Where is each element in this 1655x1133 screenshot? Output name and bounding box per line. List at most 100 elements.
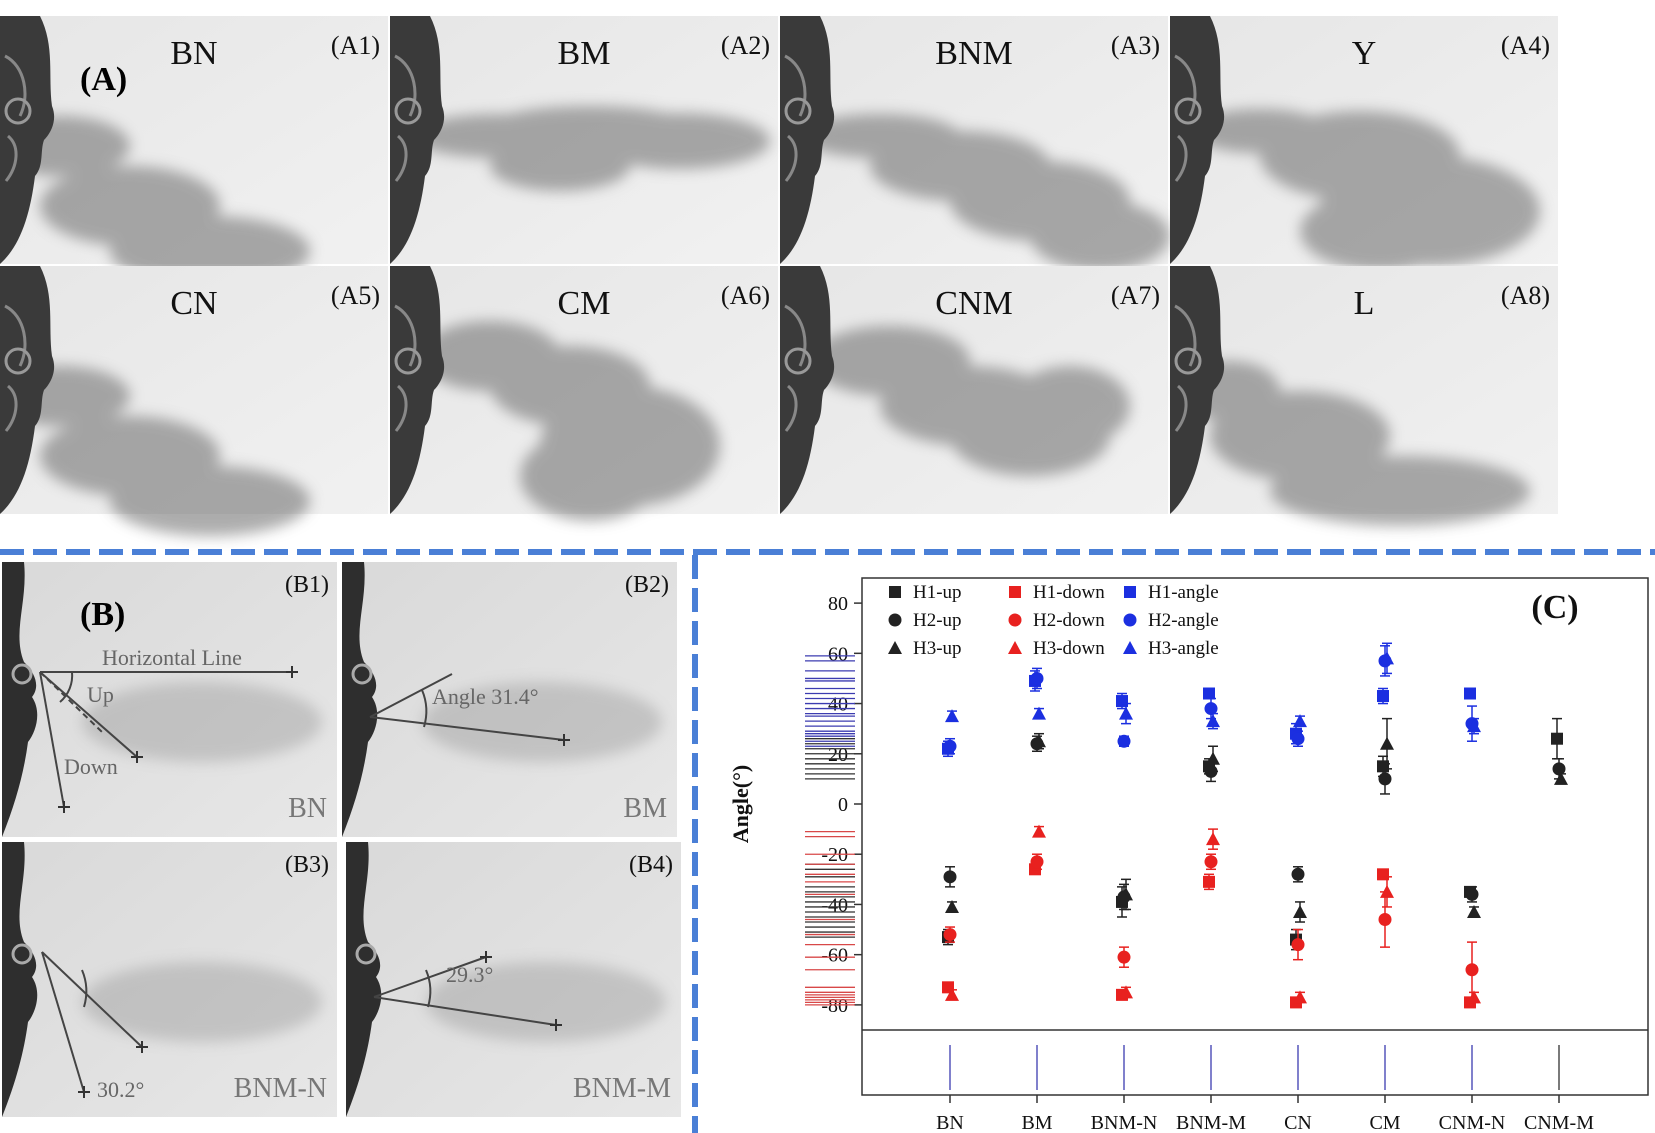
smoke-blob bbox=[1010, 366, 1130, 446]
ear-contour bbox=[394, 347, 422, 375]
smoke-plume bbox=[82, 962, 322, 1042]
legend-label: H2-angle bbox=[1148, 610, 1219, 631]
data-point-h3-up bbox=[1119, 887, 1133, 901]
tile-title: Y bbox=[1352, 35, 1377, 72]
angle-annotation: Angle 31.4° bbox=[432, 684, 539, 709]
data-point-h3-up bbox=[1467, 904, 1481, 918]
data-point-h2-down bbox=[943, 928, 957, 942]
angle-annotation: Horizontal Line bbox=[102, 645, 242, 670]
data-point-h3-angle bbox=[945, 709, 959, 723]
ear-contour bbox=[1174, 97, 1202, 125]
tile-tag: (A8) bbox=[1501, 281, 1550, 310]
smoke-plume bbox=[800, 114, 1170, 271]
data-point-h2-up bbox=[1291, 867, 1305, 881]
ear-contour bbox=[4, 347, 32, 375]
endpoint-cross bbox=[136, 1041, 148, 1053]
angle-arc bbox=[421, 689, 428, 728]
x-tick-label: CNM-N bbox=[1439, 1112, 1506, 1133]
angle-line bbox=[373, 996, 557, 1026]
legend-label: H2-down bbox=[1033, 610, 1105, 631]
head-silhouette bbox=[780, 16, 835, 264]
tile-tag: (A1) bbox=[331, 31, 380, 60]
data-point-h3-down bbox=[945, 987, 959, 1001]
data-point-h2-up bbox=[1465, 887, 1479, 901]
endpoint-cross bbox=[286, 666, 298, 678]
data-point-h3-angle bbox=[1032, 706, 1046, 720]
smoke-blob bbox=[426, 962, 666, 1042]
endpoint-cross bbox=[558, 734, 570, 746]
tile-title: BM bbox=[558, 35, 611, 72]
nostril-contour bbox=[355, 943, 377, 965]
x-tick-label: BNM-N bbox=[1091, 1112, 1158, 1133]
legend-marker bbox=[1009, 586, 1021, 598]
tile-name: BM bbox=[623, 793, 667, 824]
data-point-h1-angle bbox=[1464, 687, 1476, 700]
data-point-h2-up bbox=[1378, 772, 1392, 786]
data-point-h1-up bbox=[1551, 732, 1563, 745]
panel-b: Horizontal Line Up Down (B1) BN Angle 31.4° (B… bbox=[2, 562, 681, 1117]
smoke-blob bbox=[422, 682, 662, 762]
tile-tag: (B4) bbox=[629, 852, 673, 878]
y-tick-label: 60 bbox=[828, 643, 848, 665]
tile-name: BNM-M bbox=[573, 1073, 671, 1104]
x-tick-label: BM bbox=[1021, 1112, 1052, 1133]
face-silhouette bbox=[342, 562, 378, 837]
head-contour bbox=[4, 304, 27, 432]
y-tick-label: 20 bbox=[828, 744, 848, 766]
tile-tag: (A6) bbox=[721, 281, 770, 310]
photo-tile: BM (A2) bbox=[390, 16, 778, 264]
angle-annotation: Down bbox=[64, 754, 118, 779]
head-contour bbox=[394, 54, 417, 182]
data-point-h1-angle bbox=[1203, 687, 1215, 700]
data-point-h1-angle bbox=[1377, 690, 1389, 703]
panel-a-label: (A) bbox=[80, 61, 127, 98]
tile-title: CM bbox=[558, 285, 611, 322]
photo-tile: Y (A4) bbox=[1170, 16, 1558, 271]
tile-title: CN bbox=[170, 285, 217, 322]
mannequin-head bbox=[390, 16, 445, 264]
mannequin-head bbox=[780, 266, 835, 514]
data-point-h3-down bbox=[1380, 884, 1394, 898]
smoke-blob bbox=[520, 431, 660, 521]
angle-line bbox=[41, 951, 143, 1048]
angle-tile: 29.3° (B4) BNM-M bbox=[346, 842, 681, 1117]
data-point-h3-down bbox=[1206, 832, 1220, 846]
head-contour bbox=[1174, 304, 1197, 432]
smoke-plume bbox=[410, 106, 770, 191]
head-silhouette bbox=[0, 16, 55, 264]
angle-line bbox=[39, 671, 65, 808]
tile-title: BNM bbox=[935, 35, 1012, 72]
legend-marker bbox=[888, 641, 902, 654]
endpoint-cross bbox=[550, 1019, 562, 1031]
smoke-plume bbox=[426, 962, 666, 1042]
legend-label: H3-angle bbox=[1148, 638, 1219, 659]
data-point-h3-up bbox=[1032, 734, 1046, 748]
mannequin-head bbox=[0, 16, 55, 264]
panel-a: BN (A1) BM (A2) BNM (A3) Y (A4) CN (A5) CM (A6) CNM (… bbox=[0, 16, 1558, 536]
data-point-h3-down bbox=[1032, 824, 1046, 838]
data-point-h2-angle bbox=[1030, 671, 1044, 685]
head-contour bbox=[784, 304, 807, 432]
legend-label: H1-up bbox=[913, 582, 962, 603]
data-point-h3-up bbox=[1380, 736, 1394, 750]
endpoint-cross bbox=[131, 751, 143, 763]
smoke-blob bbox=[1270, 456, 1530, 526]
smoke-plume bbox=[1190, 109, 1540, 271]
photo-tile: BN (A1) bbox=[0, 16, 388, 286]
angle-line bbox=[369, 673, 453, 718]
head-contour bbox=[784, 54, 807, 182]
data-point-h3-up bbox=[945, 899, 959, 913]
legend-label: H1-down bbox=[1033, 582, 1105, 603]
angle-arc bbox=[81, 969, 88, 1008]
smoke-plume bbox=[810, 326, 1130, 476]
smoke-blob bbox=[490, 141, 630, 191]
data-point-h2-angle bbox=[1117, 734, 1131, 748]
data-point-h3-angle bbox=[1467, 719, 1481, 733]
data-point-h2-down bbox=[1204, 855, 1218, 869]
data-point-h3-angle bbox=[1293, 714, 1307, 728]
y-tick-label: -40 bbox=[821, 894, 848, 916]
photo-tile: CN (A5) bbox=[0, 266, 388, 536]
angle-tile: Horizontal Line Up Down (B1) BN bbox=[2, 562, 337, 837]
data-point-h1-down bbox=[1203, 875, 1215, 888]
tile-tag: (B2) bbox=[625, 572, 669, 598]
